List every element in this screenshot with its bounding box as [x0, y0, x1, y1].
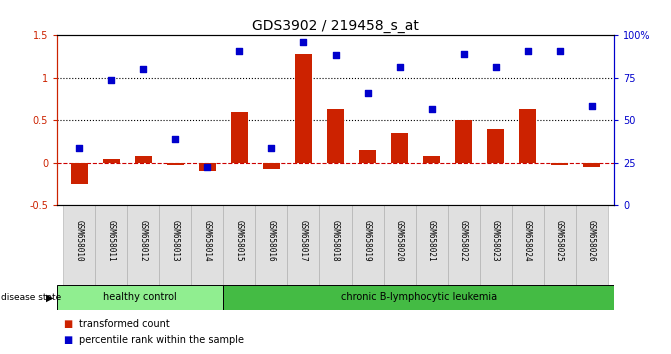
Text: GSM658016: GSM658016	[267, 220, 276, 262]
Text: GSM658015: GSM658015	[235, 220, 244, 262]
Text: GSM658024: GSM658024	[523, 220, 532, 262]
Bar	[166, 163, 185, 165]
Bar	[64, 205, 95, 285]
Point	[202, 164, 213, 170]
Bar	[295, 54, 312, 163]
Bar	[519, 109, 536, 163]
Text: GSM658014: GSM658014	[203, 220, 212, 262]
Point	[586, 103, 597, 109]
Point	[170, 136, 180, 142]
Point	[522, 48, 533, 53]
Text: GSM658025: GSM658025	[555, 220, 564, 262]
Text: percentile rank within the sample: percentile rank within the sample	[79, 335, 244, 345]
Text: disease state: disease state	[1, 293, 61, 302]
Point	[234, 48, 245, 53]
Point	[266, 145, 277, 151]
Bar	[486, 129, 505, 163]
Text: GSM658018: GSM658018	[331, 220, 340, 262]
Bar	[262, 163, 280, 169]
Point	[554, 48, 565, 53]
Bar	[160, 205, 191, 285]
Text: GSM658019: GSM658019	[363, 220, 372, 262]
Text: ■: ■	[64, 335, 76, 345]
Bar	[480, 205, 511, 285]
Text: GSM658023: GSM658023	[491, 220, 500, 262]
Bar	[423, 156, 440, 163]
Bar	[70, 163, 89, 184]
Text: ■: ■	[64, 319, 76, 329]
Bar	[384, 205, 415, 285]
Text: transformed count: transformed count	[79, 319, 169, 329]
Bar	[352, 205, 384, 285]
Bar	[551, 163, 568, 165]
Text: GSM658010: GSM658010	[75, 220, 84, 262]
Bar	[191, 205, 223, 285]
Text: GSM658020: GSM658020	[395, 220, 404, 262]
Bar	[57, 285, 223, 310]
Bar	[415, 205, 448, 285]
Point	[362, 90, 373, 96]
Bar	[199, 163, 216, 171]
Bar	[103, 159, 120, 163]
Text: GSM658017: GSM658017	[299, 220, 308, 262]
Point	[458, 51, 469, 57]
Bar	[455, 120, 472, 163]
Point	[330, 52, 341, 58]
Text: GSM658022: GSM658022	[459, 220, 468, 262]
Text: GSM658013: GSM658013	[171, 220, 180, 262]
Title: GDS3902 / 219458_s_at: GDS3902 / 219458_s_at	[252, 19, 419, 33]
Bar	[135, 156, 152, 163]
Bar	[231, 112, 248, 163]
Bar	[511, 205, 544, 285]
Bar	[391, 133, 409, 163]
Point	[74, 145, 85, 150]
Bar	[287, 205, 319, 285]
Text: ▶: ▶	[46, 292, 54, 302]
Point	[394, 64, 405, 70]
Text: healthy control: healthy control	[103, 292, 177, 302]
Bar	[544, 205, 576, 285]
Text: chronic B-lymphocytic leukemia: chronic B-lymphocytic leukemia	[341, 292, 497, 302]
Text: GSM658021: GSM658021	[427, 220, 436, 262]
Text: GSM658026: GSM658026	[587, 220, 596, 262]
Bar	[576, 205, 607, 285]
Bar	[448, 205, 480, 285]
Bar	[359, 150, 376, 163]
Bar	[223, 285, 614, 310]
Bar	[127, 205, 160, 285]
Bar	[582, 163, 601, 167]
Point	[491, 64, 501, 70]
Point	[106, 78, 117, 83]
Text: GSM658012: GSM658012	[139, 220, 148, 262]
Bar	[327, 109, 344, 163]
Bar	[256, 205, 287, 285]
Bar	[223, 205, 256, 285]
Point	[298, 39, 309, 45]
Bar	[319, 205, 352, 285]
Bar	[95, 205, 127, 285]
Point	[138, 67, 149, 72]
Text: GSM658011: GSM658011	[107, 220, 116, 262]
Point	[426, 107, 437, 112]
